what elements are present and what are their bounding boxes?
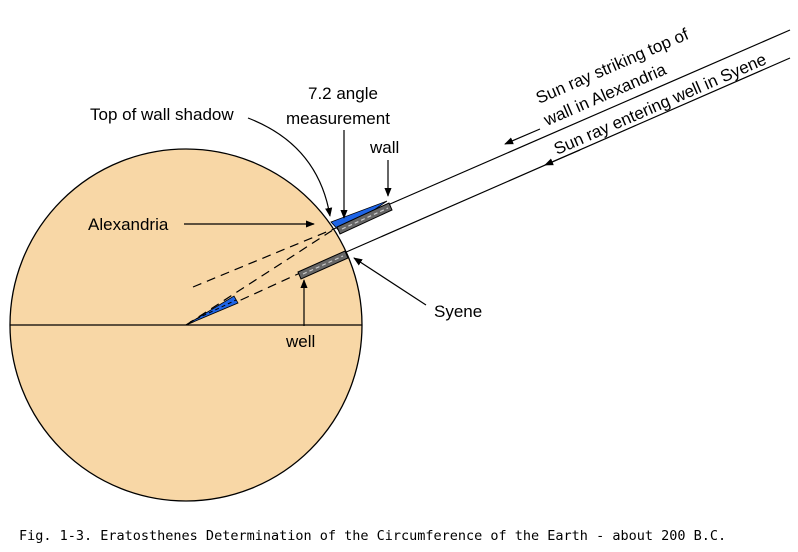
wall-label: wall (369, 138, 399, 157)
sun-ray-alexandria (389, 29, 791, 205)
syene-label-pointer (353, 257, 427, 306)
alexandria-parallel-ray (192, 227, 337, 288)
center-angle-dash (189, 299, 237, 323)
angle-label-line2: measurement (286, 109, 390, 128)
alexandria-wall-dashes (341, 207, 389, 230)
angle-label-line1: 7.2 angle (308, 84, 378, 103)
syene-well-dashes (302, 255, 344, 275)
alexandria-label: Alexandria (88, 215, 169, 234)
figure-caption: Fig. 1-3. Eratosthenes Determination of … (19, 528, 726, 544)
shadow-label-pointer (247, 117, 333, 217)
top-of-wall-shadow-label: Top of wall shadow (90, 105, 234, 124)
syene-label: Syene (434, 302, 482, 321)
well-label: well (285, 332, 315, 351)
sun-ray-alexandria-arrow (504, 128, 541, 145)
sun-ray-syene-arrow (544, 149, 581, 166)
